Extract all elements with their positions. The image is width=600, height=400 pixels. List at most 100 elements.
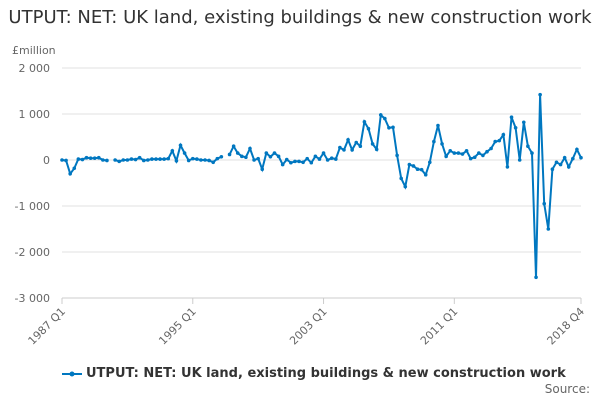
data-point	[96, 155, 101, 160]
data-point	[125, 158, 130, 162]
data-point	[423, 172, 428, 177]
data-point	[383, 116, 387, 121]
data-point	[64, 158, 68, 163]
data-point	[501, 132, 506, 137]
data-point	[350, 148, 354, 152]
data-point	[411, 164, 416, 168]
data-point	[432, 139, 436, 144]
data-point	[403, 184, 408, 189]
data-point	[203, 158, 207, 162]
x-tick-label: 2018 Q4	[545, 305, 588, 348]
x-tick-label: 2003 Q1	[287, 305, 330, 348]
data-point	[264, 151, 269, 155]
data-point	[321, 151, 326, 155]
data-point	[448, 149, 453, 153]
data-point	[378, 113, 383, 117]
data-point	[542, 201, 547, 206]
data-point	[415, 167, 420, 171]
data-point	[513, 126, 518, 130]
data-point	[387, 126, 391, 130]
data-point	[235, 151, 240, 155]
data-point	[566, 165, 571, 169]
data-point	[150, 157, 154, 161]
data-point	[88, 156, 93, 160]
data-point	[272, 151, 277, 155]
data-point	[354, 140, 359, 145]
data-point	[366, 126, 371, 131]
data-point	[117, 159, 122, 164]
y-tick-label: -2 000	[15, 246, 50, 259]
data-point	[579, 155, 583, 160]
data-point	[227, 152, 232, 157]
data-point	[166, 156, 171, 161]
data-point	[141, 158, 146, 163]
data-point	[289, 160, 293, 165]
data-point	[399, 176, 403, 181]
data-point	[456, 151, 461, 155]
data-point	[534, 275, 538, 280]
data-point	[562, 155, 567, 160]
data-point	[199, 158, 203, 162]
data-point	[170, 149, 175, 153]
data-point	[80, 157, 85, 162]
data-point	[105, 158, 109, 163]
data-point	[256, 156, 260, 161]
data-point	[297, 159, 301, 164]
data-point	[538, 92, 542, 97]
data-point	[284, 157, 289, 162]
data-point	[477, 151, 481, 155]
data-point	[293, 159, 297, 164]
data-point	[317, 157, 322, 161]
data-point	[554, 160, 559, 165]
data-point	[497, 138, 502, 143]
data-point	[309, 160, 314, 165]
data-point	[370, 142, 375, 146]
data-point	[240, 154, 244, 159]
data-point	[493, 139, 497, 144]
data-point	[121, 158, 126, 162]
data-point	[186, 158, 191, 163]
x-tick-label: 1987 Q1	[26, 305, 69, 348]
y-tick-label: -1 000	[15, 200, 50, 213]
data-point	[489, 146, 493, 151]
data-point	[346, 137, 350, 142]
data-point	[182, 151, 187, 155]
data-point	[190, 156, 195, 161]
legend[interactable]: UTPUT: NET: UK land, existing buildings …	[62, 366, 566, 381]
data-point	[158, 157, 162, 161]
data-point	[530, 151, 534, 155]
data-point	[268, 154, 273, 159]
legend-label: UTPUT: NET: UK land, existing buildings …	[86, 366, 566, 381]
data-point	[436, 123, 440, 128]
data-point	[276, 154, 281, 159]
data-point	[444, 154, 448, 159]
data-point	[521, 120, 526, 125]
data-point	[342, 148, 346, 152]
data-point	[231, 144, 236, 148]
data-point	[154, 157, 158, 161]
data-point	[162, 157, 166, 161]
data-point	[305, 156, 309, 161]
data-point	[391, 125, 395, 130]
data-point	[407, 162, 412, 167]
data-point	[76, 157, 81, 161]
y-tick-label: 1 000	[19, 108, 51, 121]
data-point	[146, 158, 150, 162]
data-point	[452, 151, 457, 155]
data-point	[280, 162, 285, 167]
data-point	[195, 157, 199, 161]
data-point	[178, 143, 183, 148]
data-point	[509, 115, 514, 120]
data-point	[468, 156, 473, 161]
source-label: Source:	[544, 382, 590, 396]
data-point	[219, 154, 224, 159]
data-point	[72, 166, 77, 171]
legend-marker-icon	[62, 371, 82, 376]
data-point	[571, 156, 575, 161]
data-point	[207, 158, 211, 163]
data-point	[252, 158, 256, 162]
data-point	[92, 156, 97, 160]
data-point	[440, 142, 444, 146]
data-point	[460, 152, 465, 156]
